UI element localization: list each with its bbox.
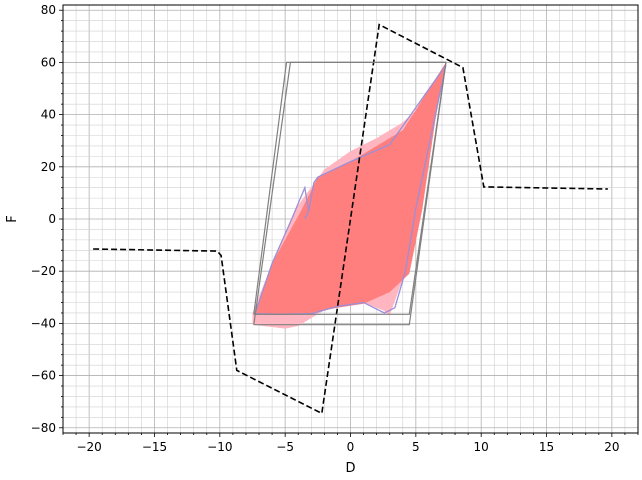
y-tick-label: −20 (31, 264, 56, 278)
x-tick-label: 0 (347, 440, 355, 454)
series-line-1 (93, 23, 608, 415)
y-axis-label: F (5, 215, 20, 222)
x-tick-label: −5 (276, 440, 294, 454)
y-tick-label: 60 (41, 55, 56, 69)
y-tick-label: −40 (31, 316, 56, 330)
y-tick-label: 20 (41, 160, 56, 174)
x-tick-label: −20 (76, 440, 101, 454)
envelope-line (254, 64, 447, 315)
y-tick-label: −80 (31, 421, 56, 435)
ticks: −20 −15 −10 −5 0 5 10 15 20 −80 −60 −40 −20 0 20 40 60 80 (31, 3, 639, 454)
x-tick-label: 10 (474, 440, 489, 454)
x-tick-label: 20 (604, 440, 619, 454)
x-tick-label: 5 (412, 440, 420, 454)
x-tick-label: −15 (142, 440, 167, 454)
series-line-3 (253, 61, 447, 326)
y-tick-label: −60 (31, 369, 56, 383)
bands (252, 62, 447, 329)
x-axis-label: D (345, 461, 355, 476)
x-tick-label: 15 (539, 440, 554, 454)
series (93, 23, 608, 415)
x-tick-label: −10 (207, 440, 232, 454)
y-tick-label: 80 (41, 3, 56, 17)
band-2 (255, 62, 446, 315)
y-tick-label: 40 (41, 108, 56, 122)
y-tick-label: 0 (48, 212, 56, 226)
